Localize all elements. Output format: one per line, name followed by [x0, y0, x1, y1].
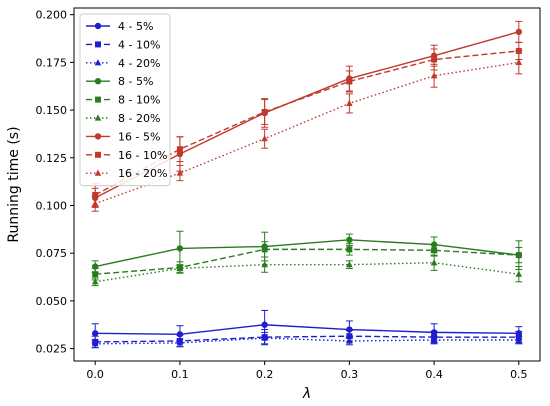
data-point: [92, 271, 99, 278]
legend-marker: [94, 22, 102, 30]
data-point: [92, 191, 99, 198]
data-point: [91, 199, 99, 207]
data-point: [515, 336, 523, 343]
data-point: [431, 247, 438, 254]
data-point: [261, 334, 268, 341]
y-axis-label: Running time (s): [6, 126, 22, 242]
data-point: [515, 28, 523, 36]
series-8: [91, 50, 523, 212]
legend-entry: 16 - 20%: [86, 167, 167, 180]
axes-frame: [73, 7, 541, 362]
data-point: [515, 270, 523, 277]
legend-entry: 4 - 20%: [86, 57, 160, 70]
legend-label: 4 - 5%: [118, 20, 153, 33]
legend-entry: 8 - 10%: [86, 94, 160, 107]
x-tick-label: 0.0: [86, 368, 104, 381]
legend-label: 16 - 20%: [118, 167, 167, 180]
y-tick-label: 0.200: [36, 9, 68, 22]
series-line: [95, 337, 519, 345]
data-point: [261, 246, 268, 253]
data-point: [91, 340, 99, 347]
data-point: [176, 146, 183, 153]
legend-entry: 16 - 10%: [86, 149, 167, 162]
x-tick-label: 0.2: [256, 368, 274, 381]
data-point: [430, 336, 438, 343]
x-tick-label: 0.1: [171, 368, 189, 381]
data-point: [261, 321, 268, 328]
data-point: [261, 135, 268, 142]
legend-marker: [94, 169, 102, 176]
series-line: [95, 335, 519, 343]
legend-label: 8 - 10%: [118, 94, 160, 107]
data-point: [515, 58, 523, 65]
series-2: [91, 331, 523, 349]
legend-marker: [94, 114, 102, 121]
x-tick-label: 0.3: [341, 368, 359, 381]
data-point: [91, 330, 99, 337]
legend-marker: [94, 78, 102, 85]
data-point: [346, 333, 353, 340]
data-point: [176, 169, 184, 176]
series-line: [95, 239, 519, 268]
axis-ticks: 0.0 0.1 0.2 0.3 0.4 0.5 0.025 0.050 0.075 0.100 0.…: [36, 9, 528, 381]
plot-area: [91, 20, 523, 349]
legend-label: 4 - 10%: [118, 38, 160, 51]
y-tick-label: 0.150: [36, 104, 68, 117]
data-point: [430, 259, 438, 266]
legend-marker: [95, 41, 101, 48]
data-point: [346, 78, 353, 85]
legend: 4 - 5% 4 - 10% 4 - 20% 8 - 5% 8 - 10% 8 - 20%…: [79, 13, 171, 187]
series-line: [95, 262, 519, 283]
x-axis-label: λ: [302, 386, 311, 402]
legend-label: 16 - 5%: [118, 130, 160, 143]
legend-box: [79, 13, 171, 187]
data-point: [176, 264, 184, 272]
legend-label: 8 - 20%: [118, 112, 160, 125]
data-point: [176, 339, 184, 346]
legend-entry: 4 - 5%: [86, 20, 153, 33]
legend-label: 8 - 5%: [118, 75, 153, 88]
data-point: [261, 108, 268, 115]
data-point: [261, 261, 268, 268]
y-tick-label: 0.025: [36, 343, 68, 356]
legend-label: 4 - 20%: [118, 57, 160, 70]
data-point: [346, 236, 353, 244]
legend-entry: 16 - 5%: [86, 130, 160, 143]
series-5: [91, 254, 523, 287]
x-tick-label: 0.5: [510, 368, 528, 381]
series-line: [94, 50, 519, 196]
data-point: [176, 245, 184, 252]
legend-entry: 4 - 10%: [86, 38, 160, 51]
data-point: [346, 261, 353, 268]
y-tick-label: 0.100: [36, 199, 68, 212]
data-point: [431, 56, 438, 63]
data-point: [346, 337, 353, 344]
y-tick-label: 0.125: [36, 152, 68, 165]
data-point: [346, 326, 353, 333]
data-point: [176, 331, 184, 338]
series-line: [95, 324, 519, 335]
data-point: [515, 252, 522, 259]
y-tick-label: 0.050: [36, 295, 68, 308]
legend-marker: [95, 96, 101, 103]
data-point: [346, 246, 353, 253]
y-tick-label: 0.175: [36, 56, 68, 69]
series-line: [95, 248, 519, 275]
legend-marker: [95, 151, 101, 158]
legend-marker: [94, 133, 102, 140]
data-point: [430, 72, 438, 79]
legend-entry: 8 - 5%: [86, 75, 153, 88]
data-point: [346, 99, 353, 107]
series-line: [94, 61, 519, 205]
legend-label: 16 - 10%: [118, 149, 167, 162]
y-tick-label: 0.075: [36, 247, 68, 260]
legend-marker: [94, 59, 102, 66]
x-tick-label: 0.4: [425, 368, 443, 381]
legend-entry: 8 - 20%: [86, 112, 160, 125]
data-point: [91, 278, 99, 285]
